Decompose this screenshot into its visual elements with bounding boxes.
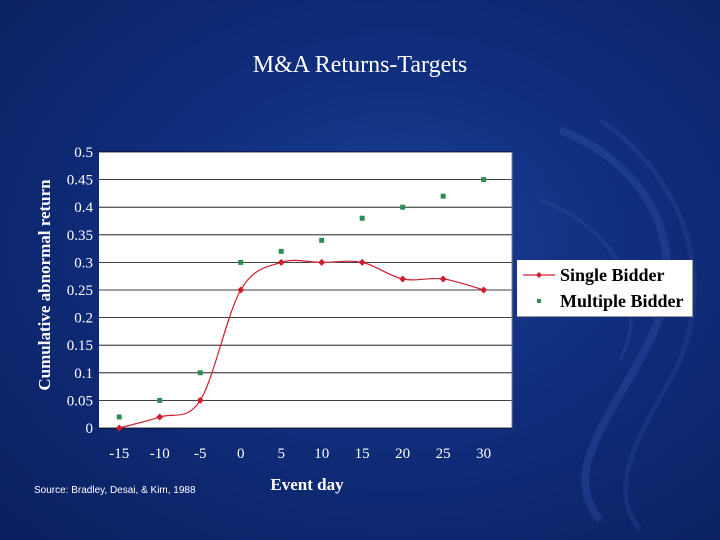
multiple-bidder-point [319,237,325,243]
x-tick-label: 10 [314,446,329,462]
single-bidder-points [115,258,488,432]
single-bidder-point [399,275,407,283]
x-tick-label: -15 [109,446,129,462]
single-bidder-line [119,259,484,429]
y-tick-label: 0.3 [74,255,93,271]
single-bidder-point [237,286,245,294]
x-tick-label: -10 [150,446,170,462]
multiple-bidder-point [278,248,284,254]
multiple-bidder-point [116,414,122,420]
single-bidder-point [439,275,447,283]
gridlines [99,151,513,429]
y-tick-label: 0.5 [74,145,93,161]
multiple-bidder-points [116,177,487,420]
legend-label-multiple-bidder: Multiple Bidder [560,291,684,311]
chart-legend: Single Bidder Multiple Bidder [517,260,693,317]
x-tick-label: -5 [194,446,207,462]
single-bidder-point [358,258,366,266]
y-axis-title: Cumulative abnormal return [35,179,54,391]
single-bidder-point [277,258,285,266]
multiple-bidder-point [481,177,487,183]
multiple-bidder-point [400,204,406,210]
square-marker-icon [537,299,541,303]
y-tick-label: 0.1 [74,366,93,382]
single-bidder-point [156,413,164,421]
x-tick-label: 5 [277,446,285,462]
legend-item-single-bidder: Single Bidder [517,264,692,288]
y-tick-label: 0.25 [67,283,93,299]
multiple-bidder-point [359,215,365,221]
y-tick-label: 0.4 [74,200,93,216]
diamond-marker-icon [523,272,555,278]
x-tick-label: 0 [237,446,245,462]
legend-label-single-bidder: Single Bidder [560,265,665,285]
x-tick-label: 25 [436,446,451,462]
legend-item-multiple-bidder: Multiple Bidder [517,290,692,314]
source-note: Source: Bradley, Desai, & Kim, 1988 [34,485,196,496]
y-tick-label: 0.45 [67,173,93,189]
y-tick-label: 0.2 [74,311,93,327]
y-tick-label: 0.35 [67,228,93,244]
y-tick-label: 0.05 [67,393,93,409]
single-bidder-point [115,424,123,432]
single-bidder-point [318,258,326,266]
single-bidder-point [196,396,204,404]
x-tick-label: 20 [395,446,410,462]
y-tick-labels: 0 0.05 0.1 0.15 0.2 0.25 0.3 0.35 0.4 0.45 0.5 [67,145,94,437]
slide-title: M&A Returns-Targets [252,52,468,78]
single-bidder-point [480,286,488,294]
x-tick-label: 15 [355,446,370,462]
multiple-bidder-point [440,193,446,199]
multiple-bidder-point [238,259,244,265]
y-tick-label: 0.15 [67,338,93,354]
x-tick-labels: -15 -10 -5 0 5 10 15 20 25 30 [109,446,491,462]
multiple-bidder-point [157,397,163,403]
x-axis-title: Event day [270,475,344,494]
multiple-bidder-point [197,370,203,376]
y-tick-label: 0 [86,421,94,437]
x-tick-label: 30 [476,446,491,462]
